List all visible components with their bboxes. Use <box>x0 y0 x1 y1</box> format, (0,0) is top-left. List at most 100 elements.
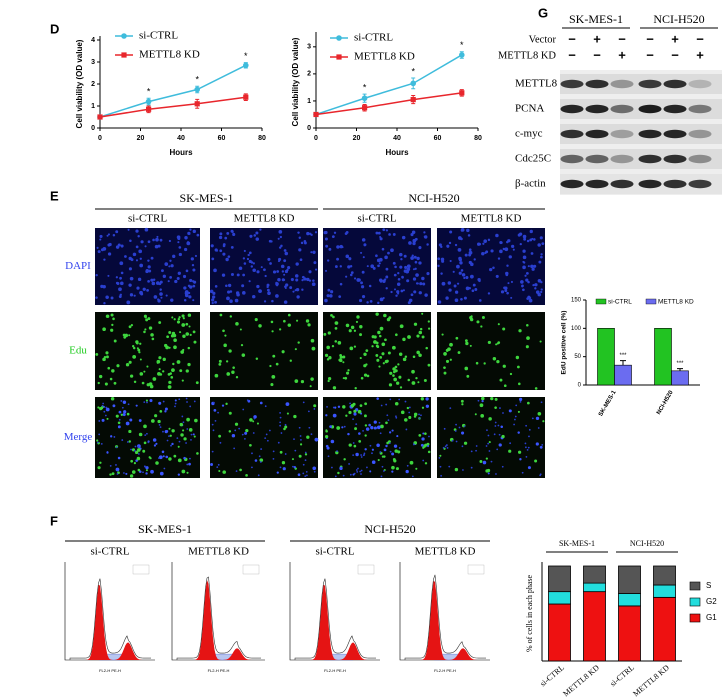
x-tick-label: si-CTRL <box>608 663 636 688</box>
cell <box>130 324 134 327</box>
cell <box>146 365 149 368</box>
cell <box>360 469 363 472</box>
cell <box>372 266 376 270</box>
cell <box>133 462 136 465</box>
cell <box>413 255 417 259</box>
cell <box>402 357 407 362</box>
blot-band <box>663 79 687 89</box>
cell <box>280 432 283 434</box>
cell <box>115 245 120 249</box>
cell <box>190 438 192 441</box>
cell <box>305 319 310 323</box>
cell <box>249 418 253 422</box>
cell <box>120 244 124 248</box>
cell <box>110 435 113 438</box>
cell <box>129 474 134 478</box>
cell <box>137 445 139 448</box>
cell <box>403 254 407 258</box>
cell <box>159 238 163 242</box>
panel-label: F <box>50 513 58 528</box>
cell <box>186 241 190 244</box>
micrograph-bg <box>210 312 318 390</box>
cell <box>366 301 369 304</box>
cell <box>539 474 542 477</box>
column-label: METTL8 KD <box>234 213 295 225</box>
cell <box>230 246 234 249</box>
cell <box>395 416 398 419</box>
cell <box>209 289 214 294</box>
cell <box>349 402 351 405</box>
cell <box>327 288 331 292</box>
cell <box>272 457 275 460</box>
cell <box>412 241 416 246</box>
cell <box>109 464 112 467</box>
cell <box>123 472 125 474</box>
legend-swatch <box>645 298 657 305</box>
cell <box>326 259 330 262</box>
cell <box>454 290 459 294</box>
cell <box>219 249 223 253</box>
cell <box>441 333 444 336</box>
cell <box>494 425 497 427</box>
cell <box>306 435 310 439</box>
cell <box>350 271 354 274</box>
series-line <box>315 54 463 116</box>
cell <box>440 272 443 275</box>
cell <box>416 334 420 338</box>
condition-sign: + <box>696 47 704 62</box>
cell <box>345 275 348 278</box>
cell <box>294 289 297 292</box>
cell <box>471 289 475 293</box>
cell <box>189 278 193 283</box>
cell <box>109 473 112 476</box>
data-point <box>146 106 152 112</box>
cell <box>336 257 340 261</box>
cell <box>294 348 297 351</box>
cell <box>192 284 196 288</box>
cell <box>242 291 246 295</box>
cell <box>285 283 289 287</box>
cell <box>270 383 274 387</box>
cell <box>483 362 486 365</box>
cell <box>151 281 156 286</box>
cell <box>223 343 227 348</box>
cell <box>497 341 501 344</box>
cell <box>147 259 150 262</box>
bar-segment <box>548 565 571 593</box>
cell <box>137 453 140 455</box>
total-curve <box>69 578 151 660</box>
cell <box>232 366 235 369</box>
cell <box>459 261 463 265</box>
cell <box>133 294 136 297</box>
cell <box>392 261 396 265</box>
cell <box>221 404 225 407</box>
cell <box>391 465 395 470</box>
cell <box>120 413 124 417</box>
group-label: SK-MES-1 <box>559 539 595 548</box>
cell <box>268 239 272 243</box>
cell <box>113 436 116 438</box>
cell <box>127 228 130 231</box>
cell <box>420 414 422 417</box>
cell <box>168 346 171 349</box>
cell <box>337 341 342 345</box>
cell <box>454 298 459 303</box>
cell <box>297 473 301 477</box>
cell <box>178 316 181 319</box>
cell <box>279 450 283 454</box>
cell <box>495 233 499 238</box>
cell <box>97 441 99 444</box>
legend-label: METTL8 KD <box>354 51 415 63</box>
cell <box>483 239 488 243</box>
cell <box>518 232 523 236</box>
cell <box>379 355 383 359</box>
cell <box>110 328 114 332</box>
cell <box>166 439 169 442</box>
cell <box>360 376 364 380</box>
cell <box>485 469 489 473</box>
cell <box>128 334 131 337</box>
histogram-frame <box>171 562 265 661</box>
cell <box>119 261 124 266</box>
cell <box>168 427 171 430</box>
cell <box>345 323 350 328</box>
